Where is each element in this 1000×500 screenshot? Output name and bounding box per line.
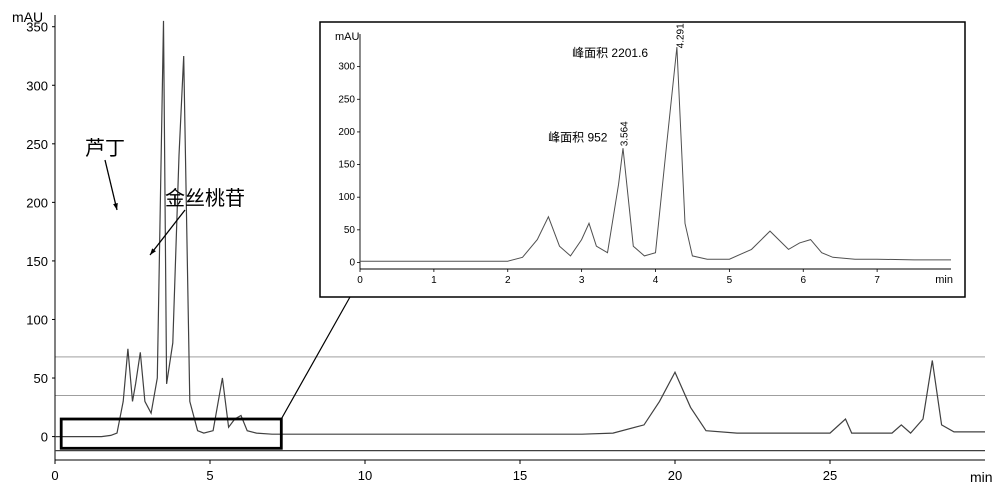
inset-y-tick-label: 0	[349, 257, 355, 268]
inset-x-tick-label: 7	[874, 275, 880, 286]
inset-y-tick-label: 150	[338, 160, 355, 171]
inset-x-tick-label: 6	[800, 275, 806, 286]
inset-x-tick-label: 2	[505, 275, 511, 286]
x-tick-label: 20	[668, 468, 682, 483]
retention-time-label: 4.291	[676, 23, 687, 48]
x-tick-label: 25	[823, 468, 837, 483]
peak-area-label: 峰面积 952	[548, 131, 608, 145]
inset-y-tick-label: 250	[338, 94, 355, 105]
inset-x-label: min	[935, 274, 953, 286]
x-tick-label: 0	[51, 468, 58, 483]
inset-border	[320, 22, 965, 297]
inset-y-tick-label: 200	[338, 127, 355, 138]
peak-area-label: 峰面积 2201.6	[572, 46, 648, 60]
inset-y-tick-label: 100	[338, 192, 355, 203]
x-tick-label: 15	[513, 468, 527, 483]
x-tick-label: 10	[358, 468, 372, 483]
inset-y-label: mAU	[335, 31, 360, 43]
compound-label: 芦丁	[85, 137, 125, 160]
y-tick-label: 150	[26, 254, 48, 269]
figure: 050100150200250300350mAU0510152025min芦丁金…	[0, 0, 1000, 500]
y-tick-label: 100	[26, 312, 48, 327]
inset-y-tick-label: 50	[344, 225, 356, 236]
x-tick-label: 5	[206, 468, 213, 483]
y-tick-label: 50	[34, 371, 48, 386]
y-tick-label: 200	[26, 195, 48, 210]
inset-x-tick-label: 0	[357, 275, 363, 286]
y-tick-label: 0	[41, 430, 48, 445]
y-axis-label: mAU	[12, 9, 43, 25]
x-axis-label: min	[970, 469, 993, 485]
inset-x-tick-label: 5	[727, 275, 733, 286]
retention-time-label: 3.564	[619, 121, 630, 146]
inset-x-tick-label: 3	[579, 275, 585, 286]
compound-label: 金丝桃苷	[165, 187, 245, 210]
inset-x-tick-label: 4	[653, 275, 659, 286]
y-tick-label: 300	[26, 78, 48, 93]
inset-x-tick-label: 1	[431, 275, 437, 286]
inset-y-tick-label: 300	[338, 62, 355, 73]
y-tick-label: 250	[26, 137, 48, 152]
